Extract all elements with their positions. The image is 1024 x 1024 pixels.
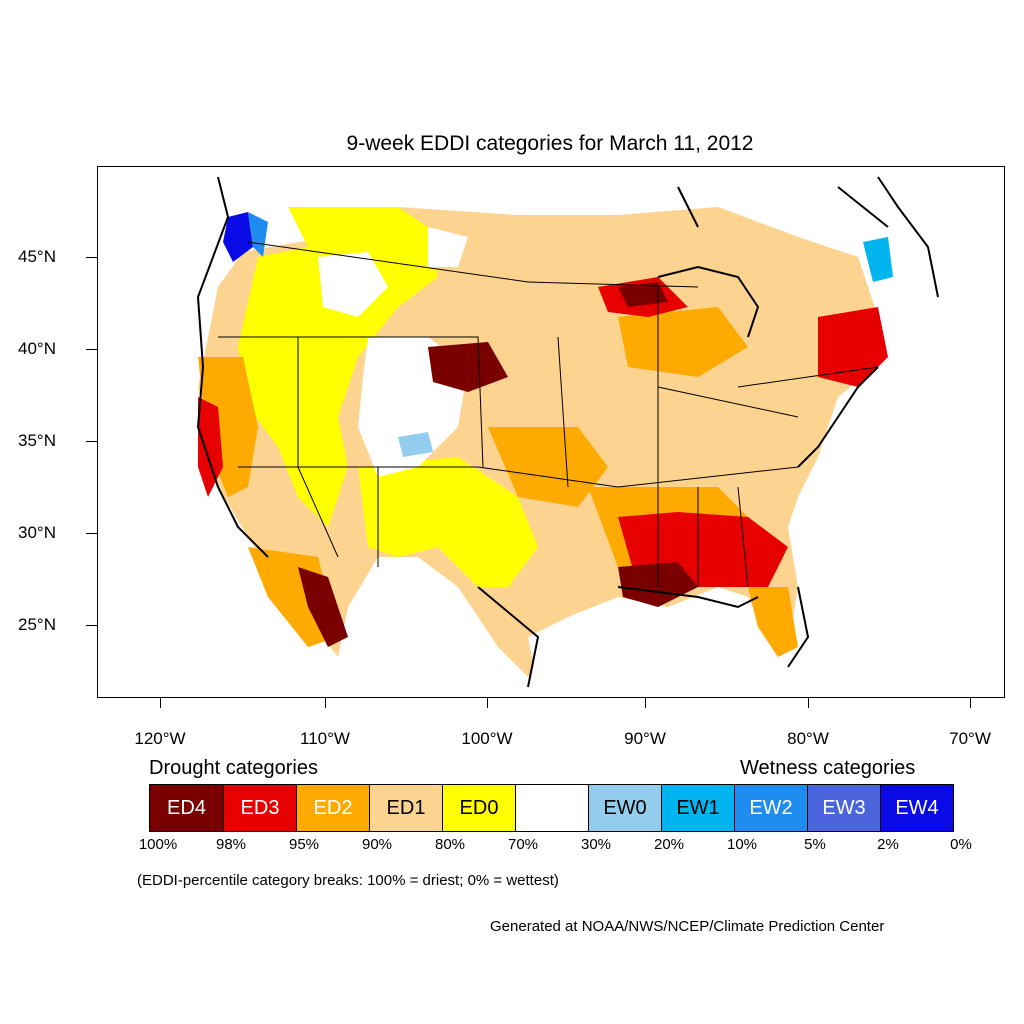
region-ed4-nebraska bbox=[428, 342, 508, 392]
coastlines bbox=[196, 176, 939, 688]
percent-break-label: 80% bbox=[434, 836, 466, 853]
legend-box-ed1: ED1 bbox=[369, 785, 442, 831]
lon-label-90: 90°W bbox=[624, 729, 666, 748]
region-ed2-florida bbox=[748, 587, 798, 657]
region-ed2-midwest bbox=[618, 307, 748, 377]
region-ew1-maine bbox=[863, 237, 893, 282]
region-ew4-washington bbox=[223, 212, 253, 262]
region-ed2-plains bbox=[488, 427, 608, 507]
region-ed3-northeast bbox=[818, 307, 888, 387]
eddi-map bbox=[97, 166, 1005, 698]
lon-label-100: 100°W bbox=[461, 729, 513, 748]
lon-tick bbox=[325, 697, 326, 708]
region-neutral-texas bbox=[528, 617, 568, 687]
region-ed0-west bbox=[238, 227, 438, 527]
lon-label-80: 80°W bbox=[787, 729, 829, 748]
lon-tick bbox=[645, 697, 646, 708]
lat-tick bbox=[86, 625, 97, 626]
legend-box-ew1: EW1 bbox=[661, 785, 734, 831]
lon-label-110: 110°W bbox=[300, 729, 350, 748]
credit-line: Generated at NOAA/NWS/NCEP/Climate Predi… bbox=[490, 918, 885, 935]
map-title: 9-week EDDI categories for March 11, 201… bbox=[346, 132, 754, 155]
region-ew0-colorado bbox=[398, 432, 433, 457]
region-ed2-california bbox=[198, 357, 258, 497]
percent-break-label: 30% bbox=[580, 836, 612, 853]
lon-tick bbox=[160, 697, 161, 708]
region-ed0-north bbox=[288, 207, 428, 247]
region-ed3-california-coast bbox=[198, 397, 223, 497]
percent-break-label: 98% bbox=[215, 836, 247, 853]
region-ew2-washington bbox=[248, 212, 268, 257]
category-note: (EDDI-percentile category breaks: 100% =… bbox=[137, 872, 559, 889]
legend-box-ed4: ED4 bbox=[150, 785, 223, 831]
legend-box-ew2: EW2 bbox=[734, 785, 807, 831]
map-canvas bbox=[196, 176, 939, 688]
lat-tick bbox=[86, 349, 97, 350]
lat-tick bbox=[86, 257, 97, 258]
legend-box-ew0: EW0 bbox=[588, 785, 661, 831]
lon-label-120: 120°W bbox=[134, 729, 186, 748]
wetness-legend-title: Wetness categories bbox=[740, 757, 916, 779]
lon-tick bbox=[970, 697, 971, 708]
region-neutral-montana bbox=[318, 252, 388, 317]
percent-break-label: 100% bbox=[138, 836, 178, 853]
lon-tick bbox=[808, 697, 809, 708]
region-neutral-plains bbox=[428, 227, 468, 267]
percent-break-label: 5% bbox=[804, 836, 826, 853]
boundary-lines bbox=[218, 241, 879, 588]
percent-break-label: 10% bbox=[726, 836, 758, 853]
legend-box-ed3: ED3 bbox=[223, 785, 296, 831]
percent-break-label: 20% bbox=[653, 836, 685, 853]
legend-box-ed0: ED0 bbox=[442, 785, 515, 831]
lat-label-25: 25°N bbox=[18, 615, 56, 634]
percent-break-label: 2% bbox=[877, 836, 899, 853]
legend-box-ew4: EW4 bbox=[880, 785, 953, 831]
lat-tick bbox=[86, 441, 97, 442]
drought-legend-title: Drought categories bbox=[149, 757, 318, 779]
percent-break-label: 70% bbox=[507, 836, 539, 853]
lat-label-35: 35°N bbox=[18, 431, 56, 450]
region-ed0-southwest bbox=[358, 457, 538, 587]
region-ed4-baja bbox=[298, 567, 348, 647]
percent-break-label: 0% bbox=[950, 836, 972, 853]
region-ed4-superior bbox=[618, 282, 668, 307]
lon-label-70: 70°W bbox=[949, 729, 991, 748]
percent-break-label: 90% bbox=[361, 836, 393, 853]
lon-tick bbox=[487, 697, 488, 708]
lat-label-30: 30°N bbox=[18, 523, 56, 542]
category-legend: ED4 ED3 ED2 ED1 ED0 EW0 EW1 EW2 EW3 EW4 bbox=[149, 784, 954, 832]
lat-tick bbox=[86, 533, 97, 534]
legend-box-ew3: EW3 bbox=[807, 785, 880, 831]
lat-label-40: 40°N bbox=[18, 339, 56, 358]
percent-break-label: 95% bbox=[288, 836, 320, 853]
legend-box-neutral bbox=[515, 785, 588, 831]
lat-label-45: 45°N bbox=[18, 247, 56, 266]
legend-box-ed2: ED2 bbox=[296, 785, 369, 831]
